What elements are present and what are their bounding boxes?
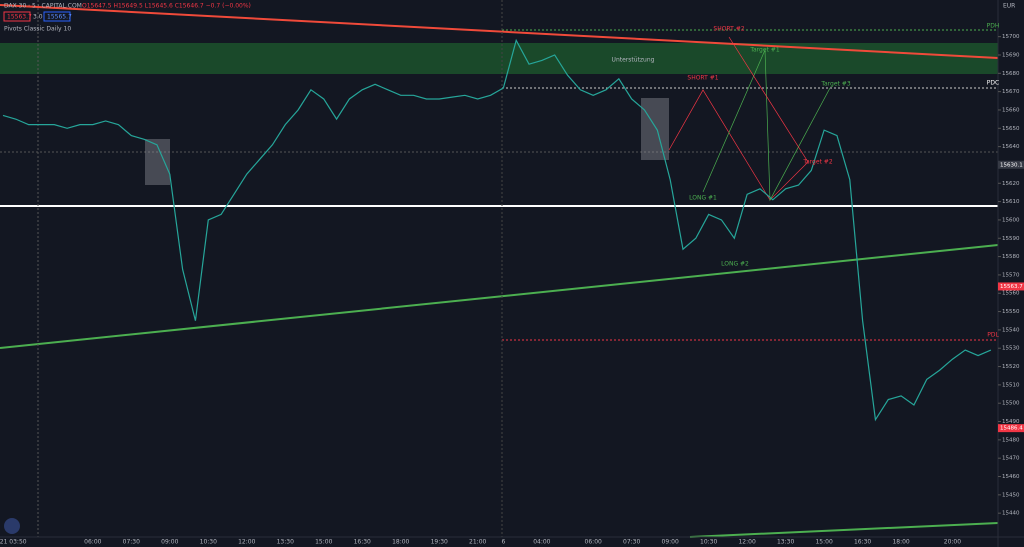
annotation: Target #2 xyxy=(802,159,832,166)
x-tick-label: 07:30 xyxy=(623,539,640,546)
y-tick-label: 15470 xyxy=(1002,456,1020,462)
bid: 15563.7 xyxy=(7,14,32,21)
y-tick-label: 15680 xyxy=(1002,71,1020,77)
x-tick-label: 06:00 xyxy=(84,539,101,546)
y-tick-label: 15570 xyxy=(1002,272,1020,278)
annotation: LONG #1 xyxy=(689,195,717,202)
price-tag-label: 15630.1 xyxy=(1000,162,1023,168)
symbol: DAX 30 · 5 · CAPITAL.COM xyxy=(4,3,82,10)
price-tag-label: 15486.4 xyxy=(1000,426,1023,432)
y-tick-label: 15690 xyxy=(1002,52,1020,58)
annotation: PDC xyxy=(987,80,999,87)
y-tick-label: 15650 xyxy=(1002,126,1020,132)
y-tick-label: 15610 xyxy=(1002,199,1020,205)
annotation: Target #1 xyxy=(749,47,779,54)
x-tick-label: 13:30 xyxy=(277,539,294,546)
short-path xyxy=(668,89,809,201)
y-tick-label: 15620 xyxy=(1002,181,1020,187)
x-tick-label: 12:00 xyxy=(238,539,255,546)
y-tick-label: 15700 xyxy=(1002,34,1020,40)
x-tick-label: 18:00 xyxy=(892,539,909,546)
logo[interactable] xyxy=(4,518,20,534)
x-tick-label: 04:00 xyxy=(533,539,550,546)
x-tick-label: 12:00 xyxy=(738,539,755,546)
x-tick-label: 15:00 xyxy=(315,539,332,546)
y-tick-label: 15540 xyxy=(1002,327,1020,333)
y-tick-label: 15580 xyxy=(1002,254,1020,260)
y-tick-label: 15600 xyxy=(1002,217,1020,223)
y-tick-label: 15500 xyxy=(1002,401,1020,407)
indicator: Pivots Classic Daily 10 xyxy=(4,26,71,33)
trend-line-down xyxy=(0,4,999,59)
currency: EUR xyxy=(1003,3,1015,10)
x-tick-label: 05 Jul '21 03:50 xyxy=(0,539,27,546)
x-tick-label: 6 xyxy=(501,539,505,546)
y-tick-label: 15550 xyxy=(1002,309,1020,315)
x-tick-label: 07:30 xyxy=(123,539,140,546)
annotation: Unterstützung xyxy=(612,57,655,64)
price-tag-label: 15563.7 xyxy=(1000,284,1023,290)
annotation: SHORT #2 xyxy=(713,26,744,33)
y-tick-label: 15660 xyxy=(1002,107,1020,113)
ohlc: O15647.5 H15649.5 L15645.6 C15646.7 −0.7… xyxy=(82,3,251,10)
price-line xyxy=(2,38,992,422)
price-tag xyxy=(998,160,1024,169)
short-path xyxy=(728,36,809,163)
x-tick-label: 06:00 xyxy=(585,539,602,546)
x-tick-label: 10:30 xyxy=(200,539,217,546)
annotation: PDL xyxy=(987,332,999,339)
box xyxy=(641,98,669,160)
y-tick-label: 15490 xyxy=(1002,419,1020,425)
x-tick-label: 18:00 xyxy=(392,539,409,546)
y-tick-label: 15670 xyxy=(1002,89,1020,95)
resistance-zone xyxy=(0,43,998,74)
x-tick-label: 13:30 xyxy=(777,539,794,546)
y-tick-label: 15480 xyxy=(1002,437,1020,443)
spread: 3.0 xyxy=(33,14,43,21)
x-tick-label: 20:00 xyxy=(944,539,961,546)
x-tick-label: 10:30 xyxy=(700,539,717,546)
annotation: Target #3 xyxy=(820,81,850,88)
x-tick-label: 16:30 xyxy=(354,539,371,546)
x-tick-label: 19:30 xyxy=(431,539,448,546)
annotation: LONG #2 xyxy=(721,261,749,268)
price-tag xyxy=(998,424,1024,433)
bid-box xyxy=(3,11,31,22)
y-tick-label: 15460 xyxy=(1002,474,1020,480)
trend-line-low xyxy=(689,522,999,538)
annotation: SHORT #1 xyxy=(687,75,718,82)
x-tick-label: 21:00 xyxy=(469,539,486,546)
y-tick-label: 15440 xyxy=(1002,511,1020,517)
y-tick-label: 15530 xyxy=(1002,346,1020,352)
annotation: PDH xyxy=(987,23,1000,30)
x-tick-label: 15:00 xyxy=(815,539,832,546)
x-tick-label: 09:00 xyxy=(161,539,178,546)
ask: 15565.7 xyxy=(47,14,72,21)
y-tick-label: 15510 xyxy=(1002,382,1020,388)
long-path xyxy=(702,49,831,202)
y-tick-label: 15640 xyxy=(1002,144,1020,150)
y-tick-label: 15560 xyxy=(1002,291,1020,297)
y-tick-label: 15520 xyxy=(1002,364,1020,370)
ask-box xyxy=(43,11,71,22)
price-tag xyxy=(998,282,1024,291)
y-tick-label: 15450 xyxy=(1002,492,1020,498)
trend-line-up xyxy=(0,244,999,349)
x-tick-label: 16:30 xyxy=(854,539,871,546)
y-tick-label: 15590 xyxy=(1002,236,1020,242)
x-tick-label: 09:00 xyxy=(662,539,679,546)
